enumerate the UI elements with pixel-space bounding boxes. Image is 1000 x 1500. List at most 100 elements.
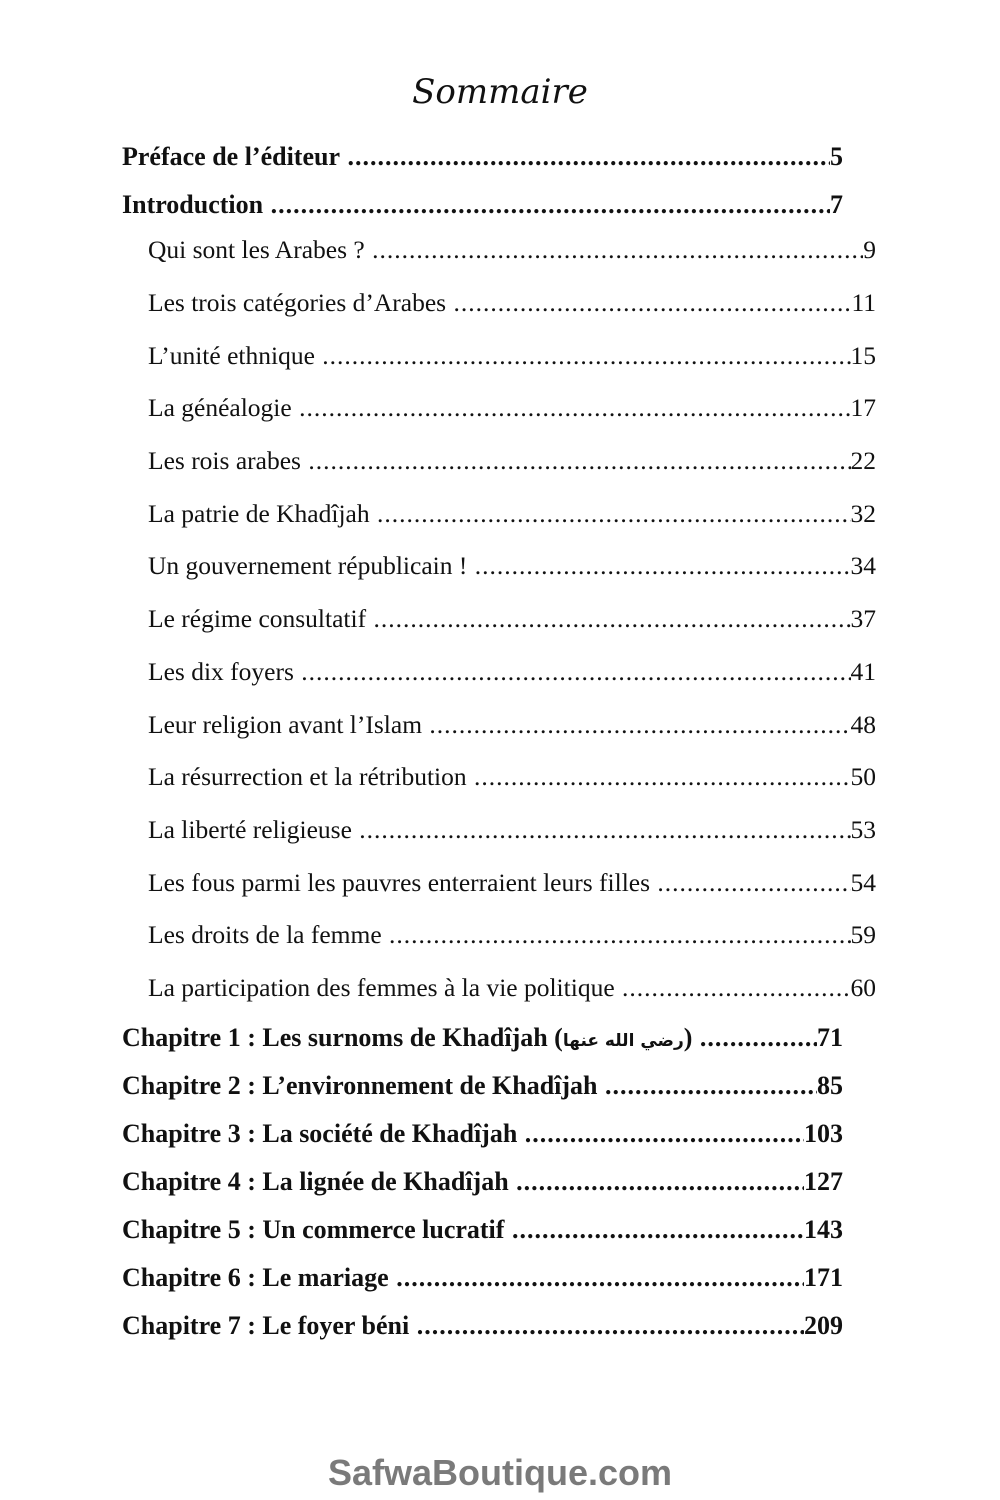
page-number: 209: [804, 1311, 843, 1341]
entry-title: Un gouvernement républicain !: [148, 551, 468, 581]
front-matter: Préface de l’éditeur ...................…: [0, 133, 1000, 229]
introduction-sections: Qui sont les Arabes ? ..................…: [0, 224, 1000, 1014]
toc-entry[interactable]: Qui sont les Arabes ? ..................…: [148, 224, 876, 277]
toc-entry[interactable]: La liberté religieuse ..................…: [148, 804, 876, 857]
dot-leader: ........................................…: [622, 972, 851, 1002]
dot-leader: ........................................…: [605, 1071, 817, 1101]
dot-leader: ........................................…: [396, 1263, 804, 1293]
entry-title: La participation des femmes à la vie pol…: [148, 972, 615, 1002]
toc-entry[interactable]: Les droits de la femme .................…: [148, 909, 876, 962]
dot-leader: ........................................…: [511, 1215, 804, 1245]
toc-entry[interactable]: Un gouvernement républicain ! ..........…: [148, 540, 876, 593]
dot-leader: ........................................…: [373, 604, 851, 634]
page-number: 32: [850, 498, 877, 528]
dot-leader: ........................................…: [516, 1167, 804, 1197]
page-number: 54: [850, 867, 877, 897]
entry-title: Chapitre 1 : Les surnoms de Khadîjah (رض…: [122, 1023, 692, 1053]
dot-leader: ........................................…: [699, 1023, 817, 1053]
entry-title: Le régime consultatif: [148, 604, 367, 634]
page-number: 59: [850, 920, 877, 950]
dot-leader: ........................................…: [347, 142, 830, 171]
entry-title: Chapitre 2 : L’environnement de Khadîjah: [122, 1071, 598, 1101]
dot-leader: ........................................…: [270, 190, 830, 219]
page-number: 171: [804, 1263, 843, 1293]
dot-leader: ........................................…: [301, 656, 851, 686]
toc-entry[interactable]: La participation des femmes à la vie pol…: [148, 962, 876, 1015]
entry-title: L’unité ethnique: [148, 340, 315, 370]
entry-title: Qui sont les Arabes ?: [148, 235, 365, 265]
toc-entry[interactable]: Le régime consultatif ..................…: [148, 593, 876, 646]
page-number: 37: [850, 604, 877, 634]
toc-entry[interactable]: Chapitre 4 : La lignée de Khadîjah .....…: [122, 1158, 843, 1206]
toc-entry[interactable]: Chapitre 3 : La société de Khadîjah ....…: [122, 1110, 843, 1158]
entry-title: Les droits de la femme: [148, 920, 382, 950]
dot-leader: ........................................…: [372, 235, 863, 265]
page-number: 11: [851, 288, 876, 318]
entry-title: Introduction: [122, 190, 264, 219]
page-number: 15: [850, 340, 877, 370]
dot-leader: ........................................…: [322, 340, 851, 370]
page-number: 34: [850, 551, 877, 581]
entry-title: La liberté religieuse: [148, 814, 352, 844]
page-number: 60: [850, 972, 877, 1002]
toc-entry[interactable]: La généalogie ..........................…: [148, 382, 876, 435]
table-of-contents: Préface de l’éditeur ...................…: [0, 133, 1000, 1350]
dot-leader: ........................................…: [524, 1119, 804, 1149]
toc-entry[interactable]: Introduction ...........................…: [122, 181, 843, 229]
page-number: 17: [850, 393, 877, 423]
entry-title-end: ): [683, 1023, 693, 1053]
dot-leader: ........................................…: [416, 1311, 804, 1341]
chapters: Chapitre 1 : Les surnoms de Khadîjah (رض…: [0, 1014, 1000, 1350]
page-number: 9: [863, 235, 876, 265]
entry-title: Les fous parmi les pauvres enterraient l…: [148, 867, 651, 897]
page-number: 41: [850, 656, 877, 686]
entry-title: Chapitre 4 : La lignée de Khadîjah: [122, 1167, 509, 1197]
toc-entry[interactable]: Chapitre 1 : Les surnoms de Khadîjah (رض…: [122, 1014, 843, 1062]
entry-title: Leur religion avant l’Islam: [148, 709, 423, 739]
entry-title: La résurrection et la rétribution: [148, 762, 467, 792]
toc-entry[interactable]: Les rois arabes ........................…: [148, 435, 876, 488]
toc-entry[interactable]: Préface de l’éditeur ...................…: [122, 133, 843, 181]
honorific-glyph: رضي الله عنها: [562, 1031, 684, 1052]
dot-leader: ........................................…: [359, 814, 850, 844]
entry-title: La patrie de Khadîjah: [148, 498, 370, 528]
page-number: 7: [830, 190, 843, 219]
dot-leader: ........................................…: [299, 393, 851, 423]
page-number: 53: [850, 814, 877, 844]
toc-entry[interactable]: Chapitre 6 : Le mariage ................…: [122, 1254, 843, 1302]
page-number: 127: [804, 1167, 843, 1197]
entry-title: Les trois catégories d’Arabes: [148, 288, 447, 318]
entry-title: Chapitre 6 : Le mariage: [122, 1263, 389, 1293]
toc-entry[interactable]: Les trois catégories d’Arabes ..........…: [148, 277, 876, 330]
entry-title: La généalogie: [148, 393, 292, 423]
dot-leader: ........................................…: [429, 709, 850, 739]
toc-entry[interactable]: Les dix foyers .........................…: [148, 646, 876, 699]
dot-leader: ........................................…: [376, 498, 851, 528]
entry-title-text: Chapitre 1 : Les surnoms de Khadîjah (: [122, 1023, 563, 1053]
toc-entry[interactable]: Chapitre 7 : Le foyer béni .............…: [122, 1302, 843, 1350]
page-number: 22: [850, 446, 877, 476]
toc-entry[interactable]: Chapitre 2 : L’environnement de Khadîjah…: [122, 1062, 843, 1110]
page-number: 85: [817, 1071, 843, 1101]
dot-leader: ........................................…: [657, 867, 851, 897]
toc-entry[interactable]: Les fous parmi les pauvres enterraient l…: [148, 856, 876, 909]
entry-title: Chapitre 3 : La société de Khadîjah: [122, 1119, 518, 1149]
toc-entry[interactable]: Chapitre 5 : Un commerce lucratif ......…: [122, 1206, 843, 1254]
page-number: 5: [830, 142, 843, 171]
entry-title: Chapitre 5 : Un commerce lucratif: [122, 1215, 505, 1245]
toc-entry[interactable]: La patrie de Khadîjah ..................…: [148, 487, 876, 540]
toc-entry[interactable]: L’unité ethnique .......................…: [148, 329, 876, 382]
dot-leader: ........................................…: [474, 551, 851, 581]
dot-leader: ........................................…: [474, 762, 851, 792]
page-number: 143: [804, 1215, 843, 1245]
page-number: 50: [850, 762, 877, 792]
toc-entry[interactable]: Leur religion avant l’Islam ............…: [148, 698, 876, 751]
entry-title: Les dix foyers: [148, 656, 294, 686]
entry-title: Les rois arabes: [148, 446, 301, 476]
entry-title: Préface de l’éditeur: [122, 142, 341, 171]
page-number: 103: [804, 1119, 843, 1149]
entry-title: Chapitre 7 : Le foyer béni: [122, 1311, 410, 1341]
page-number: 48: [850, 709, 877, 739]
dot-leader: ........................................…: [453, 288, 852, 318]
toc-entry[interactable]: La résurrection et la rétribution ......…: [148, 751, 876, 804]
